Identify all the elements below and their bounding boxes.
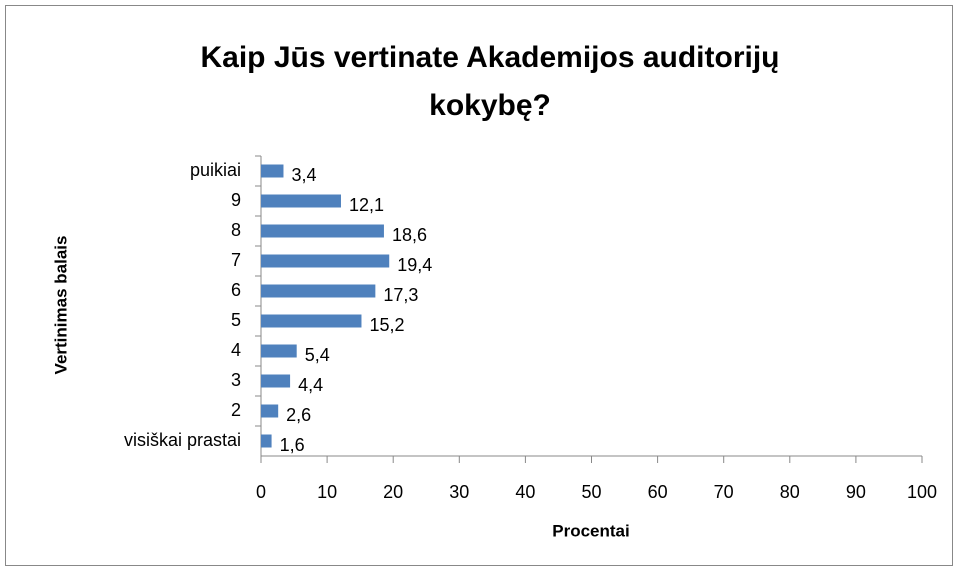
bar (261, 314, 362, 328)
bar (261, 344, 297, 358)
y-tick-label: 8 (231, 220, 241, 240)
x-tick-label: 60 (648, 482, 668, 502)
value-label: 17,3 (383, 285, 418, 305)
chart-title: Kaip Jūs vertinate Akademijos auditorijų… (200, 41, 780, 122)
value-label: 1,6 (280, 435, 305, 455)
bar (261, 374, 291, 388)
value-label: 2,6 (286, 405, 311, 425)
bar (261, 164, 284, 178)
value-label: 12,1 (349, 195, 384, 215)
bar (261, 404, 279, 418)
x-tick-label: 90 (846, 482, 866, 502)
value-label: 19,4 (397, 255, 432, 275)
y-tick-label: 2 (231, 400, 241, 420)
bar (261, 254, 390, 268)
y-tick-label: 7 (231, 250, 241, 270)
value-label: 18,6 (392, 225, 427, 245)
y-tick-label: visiškai prastai (124, 430, 241, 450)
value-label: 4,4 (298, 375, 323, 395)
y-axis-label: Vertinimas balais (51, 236, 70, 375)
value-label: 15,2 (369, 315, 404, 335)
value-label: 5,4 (305, 345, 330, 365)
x-axis-label: Procentai (552, 521, 629, 540)
value-label: 3,4 (291, 165, 316, 185)
y-tick-label: 6 (231, 280, 241, 300)
y-tick-label: puikiai (190, 160, 241, 180)
y-tick-label: 3 (231, 370, 241, 390)
bar (261, 434, 272, 448)
y-tick-label: 9 (231, 190, 241, 210)
x-tick-label: 100 (907, 482, 937, 502)
x-tick-label: 40 (515, 482, 535, 502)
x-tick-label: 70 (714, 482, 734, 502)
chart-frame (5, 5, 953, 566)
x-tick-label: 20 (383, 482, 403, 502)
x-tick-label: 0 (256, 482, 266, 502)
bar (261, 284, 376, 298)
y-tick-label: 4 (231, 340, 241, 360)
x-tick-label: 30 (449, 482, 469, 502)
y-tick-label: 5 (231, 310, 241, 330)
x-tick-label: 50 (581, 482, 601, 502)
x-tick-label: 80 (780, 482, 800, 502)
bar (261, 194, 341, 208)
bar (261, 224, 384, 238)
x-tick-label: 10 (317, 482, 337, 502)
